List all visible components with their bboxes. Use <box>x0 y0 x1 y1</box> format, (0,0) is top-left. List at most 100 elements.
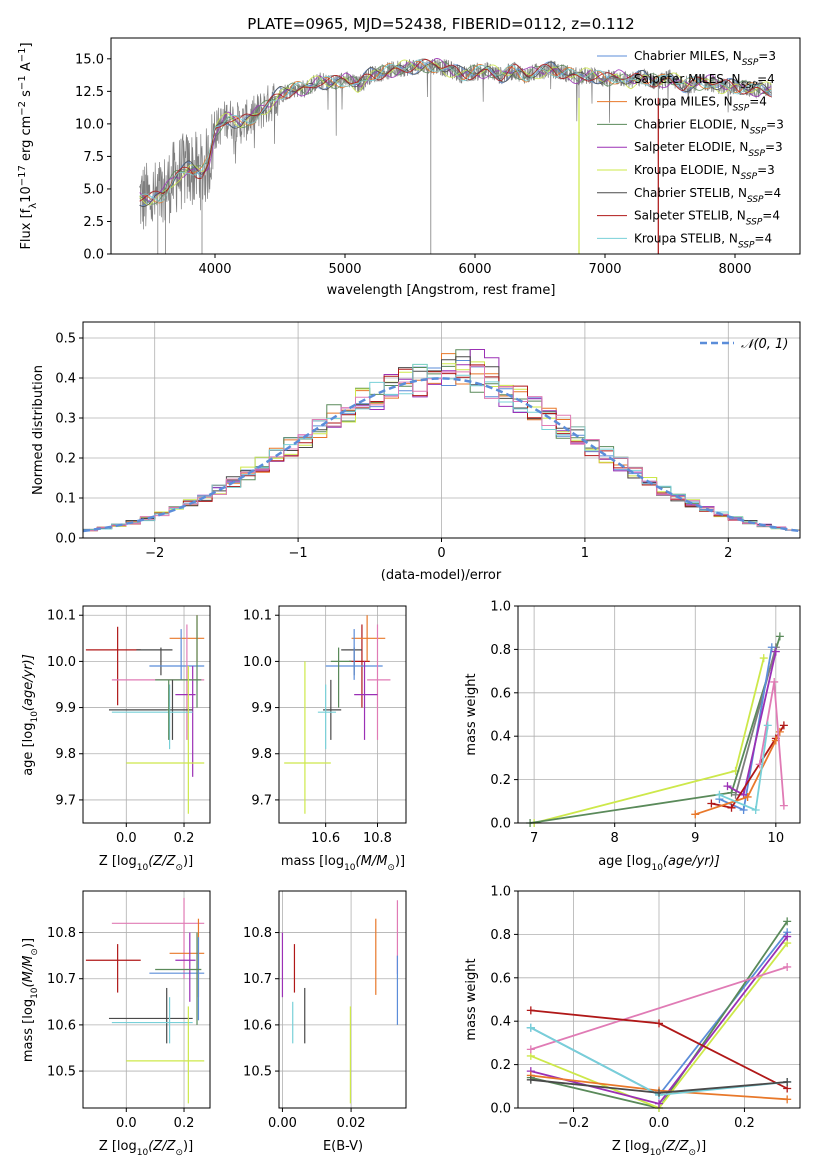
x-tick-label: 10 <box>768 831 785 846</box>
y-tick-label: 9.9 <box>251 701 272 716</box>
y-tick-label: 10.5 <box>47 1065 76 1080</box>
x-tick-label: −2 <box>145 546 164 561</box>
weight-marker <box>526 1006 535 1015</box>
p7-grid <box>279 891 406 1108</box>
label-part: =3 <box>766 117 784 131</box>
y-tick-label: 9.8 <box>251 747 272 762</box>
errorbar-point <box>85 626 141 706</box>
label-part: mass [log <box>281 854 344 869</box>
label-part: ⊙ <box>387 863 395 873</box>
label-part: )] <box>183 1139 193 1154</box>
weight-marker <box>770 677 779 686</box>
x-tick-label: 7000 <box>588 262 621 277</box>
x-tick-label: 0.0 <box>116 1116 137 1131</box>
errorbar-point <box>149 937 205 1021</box>
errorbar-point <box>108 679 193 740</box>
y-tick-label: 9.8 <box>55 747 76 762</box>
x-tick-label: 7 <box>530 831 538 846</box>
axes-frame <box>278 890 407 1109</box>
errorbar-point <box>111 624 205 740</box>
errorbar-point <box>155 615 202 708</box>
weight-vs-metallicity-panel: −0.2 0.0 0.2 0.0 0.2 0.4 0.6 0.8 1.0 mass weight Z… <box>464 885 801 1158</box>
weight-series-line <box>734 646 777 796</box>
label-part: Chabrier STELIB, N <box>634 186 747 200</box>
weight-marker <box>655 1099 663 1108</box>
errorbar-point <box>111 897 205 979</box>
label-part: =3 <box>758 49 776 63</box>
x-tick-label: 1 <box>581 546 589 561</box>
histogram-ylabel: Normed distribution <box>31 365 46 495</box>
label-part: age [log <box>21 723 36 776</box>
legend-label: Chabrier MILES, NSSP=3 <box>634 49 776 68</box>
errorbar-point <box>136 647 173 676</box>
label-part: (M/M <box>356 854 388 869</box>
label-part: 10 <box>344 863 356 873</box>
spectrum-xlabel: wavelength [Angstrom, rest frame] <box>327 283 556 298</box>
legend-label: Kroupa STELIB, NSSP=4 <box>634 231 772 250</box>
y-tick-label: 15.0 <box>75 52 104 67</box>
y-tick-label: 10.0 <box>47 655 76 670</box>
errorbar-point <box>284 661 331 814</box>
x-tick-label: 0.02 <box>337 1116 366 1131</box>
axes-frame <box>278 605 407 824</box>
weight-marker <box>727 803 736 812</box>
errorbar-point <box>330 647 352 708</box>
axis-label: Z [log10(Z/Z⊙)] <box>612 1139 706 1158</box>
weight-marker <box>715 790 724 799</box>
label-part: Chabrier MILES, N <box>634 49 742 63</box>
mass-vs-extinction-panel: 0.00 0.02 10.5 10.6 10.7 10.8 E(B-V) <box>243 890 407 1154</box>
axis-label: mass weight <box>464 958 479 1040</box>
legend-label: Salpeter STELIB, NSSP=4 <box>634 209 780 228</box>
weight-marker <box>779 721 788 730</box>
label-part: (M/M <box>21 956 36 988</box>
errorbar-point <box>111 684 193 750</box>
label-part: mass [log <box>21 999 36 1062</box>
label-part: =4 <box>757 72 775 86</box>
label-part: )] <box>183 854 193 869</box>
histogram-panel: −2 −1 0 1 2 0.0 0.1 0.2 0.3 0.4 0.5 (data-model)/e… <box>31 321 801 583</box>
legend-label: Chabrier ELODIE, NSSP=3 <box>634 117 784 136</box>
y-tick-label: 0.2 <box>55 452 76 467</box>
y-tick-label: 10.7 <box>243 972 272 987</box>
y-tick-label: 0.0 <box>490 1102 511 1117</box>
p4-grid <box>279 606 406 823</box>
y-tick-label: 9.7 <box>251 793 272 808</box>
spectrum-axes <box>110 37 801 255</box>
legend-label: Salpeter MILES, NSSP=4 <box>634 72 775 91</box>
svg-text:𝒩(0, 1): 𝒩(0, 1) <box>741 337 788 352</box>
y-tick-label: 9.9 <box>55 701 76 716</box>
model-spectrum-line <box>139 58 772 202</box>
figure-title: PLATE=0965, MJD=52438, FIBERID=0112, z=0… <box>247 15 634 33</box>
label-part: Kroupa MILES, N <box>634 95 733 109</box>
axis-label: Z [log10(Z/Z⊙)] <box>99 854 193 873</box>
spectrum-panel: 4000 5000 6000 7000 8000 0.0 2.5 5.0 7.5 10.0 12.5… <box>17 37 801 298</box>
weight-marker <box>723 782 732 791</box>
label-part: SSP <box>747 195 764 205</box>
label-part: =3 <box>757 163 775 177</box>
label-part: (age/yr)] <box>21 654 36 711</box>
x-tick-label: 9 <box>691 831 699 846</box>
axis-label: age [log10(age/yr)] <box>21 654 40 776</box>
label-part: age [log <box>598 854 651 869</box>
histogram-step-line <box>83 356 800 531</box>
errorbar-point <box>108 987 193 1044</box>
weight-marker <box>707 799 716 808</box>
axes-frame <box>82 605 211 824</box>
label-part: (Z/Z <box>148 1139 176 1154</box>
legend-label: Salpeter ELODIE, NSSP=3 <box>634 140 783 159</box>
weight-marker <box>775 727 784 736</box>
weight-series-line <box>530 966 788 1051</box>
y-tick-label: 0.4 <box>490 730 511 745</box>
errorbar-points <box>85 897 205 1104</box>
errorbar-points <box>85 615 205 814</box>
y-tick-label: 10.8 <box>47 926 76 941</box>
label-part: ⊙ <box>175 863 183 873</box>
label-part: (Z/Z <box>661 1139 689 1154</box>
label-part: Kroupa ELODIE, N <box>634 163 741 177</box>
age-vs-metallicity-panel: 0.0 0.29.79.89.910.010.1Z [log10(Z/Z⊙)]ag… <box>21 605 211 873</box>
label-part: Salpeter STELIB, N <box>634 209 746 223</box>
label-part: 10 <box>30 711 40 723</box>
label-part: 10 <box>650 1148 662 1158</box>
y-tick-label: 0.1 <box>55 492 76 507</box>
label-part: SSP <box>742 58 759 68</box>
